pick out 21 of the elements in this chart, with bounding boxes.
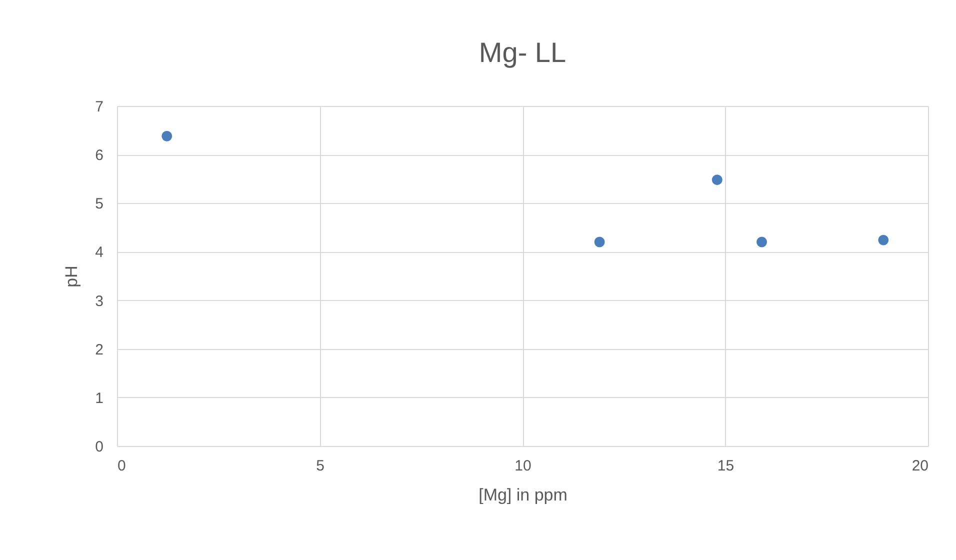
chart-title: Mg- LL <box>478 37 566 68</box>
point <box>712 174 722 186</box>
y-tick-label: 7 <box>95 98 104 116</box>
y-tick-label: 2 <box>95 341 104 358</box>
point <box>594 236 605 248</box>
x-tick-label: 15 <box>717 458 734 474</box>
x-tick-label: 10 <box>514 458 532 474</box>
y-tick-label: 6 <box>95 147 104 164</box>
y-tick-label: 4 <box>95 244 104 262</box>
point <box>878 234 889 246</box>
x-tick-label: 5 <box>316 458 324 474</box>
point <box>162 130 172 142</box>
x-tick-label: 20 <box>912 458 928 474</box>
y-tick-label: 5 <box>95 196 104 213</box>
y-tick-label: 1 <box>95 390 104 407</box>
x-axis-title: [Mg] in ppm <box>478 486 568 504</box>
x-tick-label: 0 <box>118 458 126 474</box>
y-axis-title: pH <box>62 266 82 288</box>
y-tick-label: 0 <box>95 438 104 456</box>
y-tick-label: 3 <box>95 292 104 310</box>
point <box>756 236 767 248</box>
